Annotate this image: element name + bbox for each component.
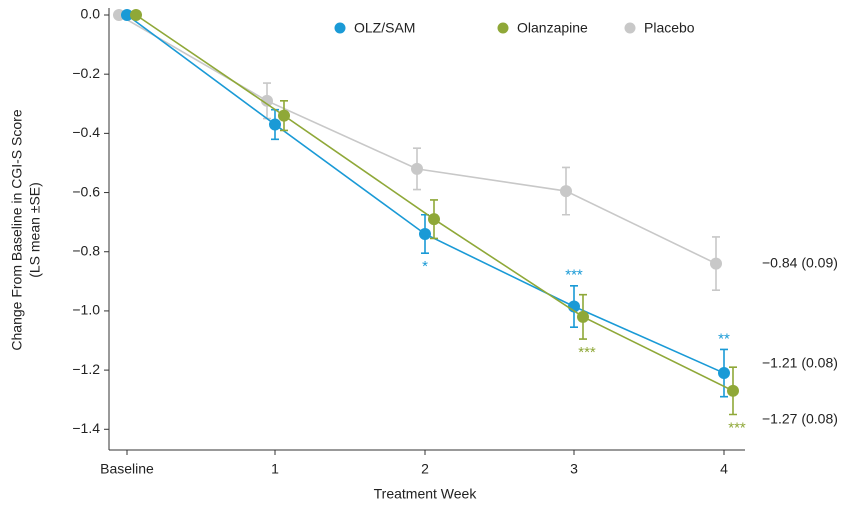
x-tick-label: 1 bbox=[271, 461, 279, 477]
y-axis-label: (LS mean ±SE) bbox=[27, 182, 43, 278]
legend-label: OLZ/SAM bbox=[354, 20, 415, 36]
x-tick-label: 2 bbox=[421, 461, 429, 477]
data-point bbox=[577, 310, 589, 323]
legend-label: Placebo bbox=[644, 20, 695, 36]
legend-marker bbox=[334, 22, 346, 34]
y-tick-label: −0.8 bbox=[72, 242, 100, 258]
series-line bbox=[118, 14, 717, 265]
y-tick-label: −1.4 bbox=[72, 420, 100, 436]
legend-label: Olanzapine bbox=[517, 20, 588, 36]
x-axis-label: Treatment Week bbox=[374, 486, 478, 502]
data-point bbox=[130, 9, 142, 21]
y-tick-label: −1.2 bbox=[72, 361, 100, 377]
significance-marker: *** bbox=[578, 344, 596, 361]
x-tick-label: 4 bbox=[720, 461, 728, 477]
data-point bbox=[710, 257, 722, 270]
data-point bbox=[718, 367, 730, 380]
legend-marker bbox=[497, 22, 509, 34]
series-line bbox=[126, 14, 725, 374]
data-point bbox=[727, 384, 739, 397]
end-annotation: −1.21 (0.08) bbox=[762, 355, 838, 371]
data-point bbox=[278, 109, 290, 122]
data-point bbox=[419, 227, 431, 240]
y-tick-label: −0.4 bbox=[72, 124, 100, 140]
legend-marker bbox=[624, 22, 636, 34]
end-annotation: −1.27 (0.08) bbox=[762, 411, 838, 427]
data-point bbox=[560, 185, 572, 198]
y-tick-label: 0.0 bbox=[81, 6, 101, 22]
y-tick-label: −1.0 bbox=[72, 302, 100, 318]
significance-marker: * bbox=[422, 258, 428, 275]
y-axis-label: Change From Baseline in CGI-S Score bbox=[9, 109, 25, 350]
significance-marker: *** bbox=[565, 267, 583, 284]
data-point bbox=[261, 94, 273, 107]
x-tick-label: 3 bbox=[570, 461, 578, 477]
data-point bbox=[269, 118, 281, 131]
data-point bbox=[121, 9, 133, 21]
y-tick-label: −0.2 bbox=[72, 65, 100, 81]
x-tick-label: Baseline bbox=[100, 461, 154, 477]
data-point bbox=[428, 213, 440, 226]
y-tick-label: −0.6 bbox=[72, 183, 100, 199]
significance-marker: *** bbox=[728, 419, 746, 436]
significance-marker: ** bbox=[718, 330, 730, 347]
end-annotation: −0.84 (0.09) bbox=[762, 255, 838, 271]
data-point bbox=[411, 162, 423, 175]
